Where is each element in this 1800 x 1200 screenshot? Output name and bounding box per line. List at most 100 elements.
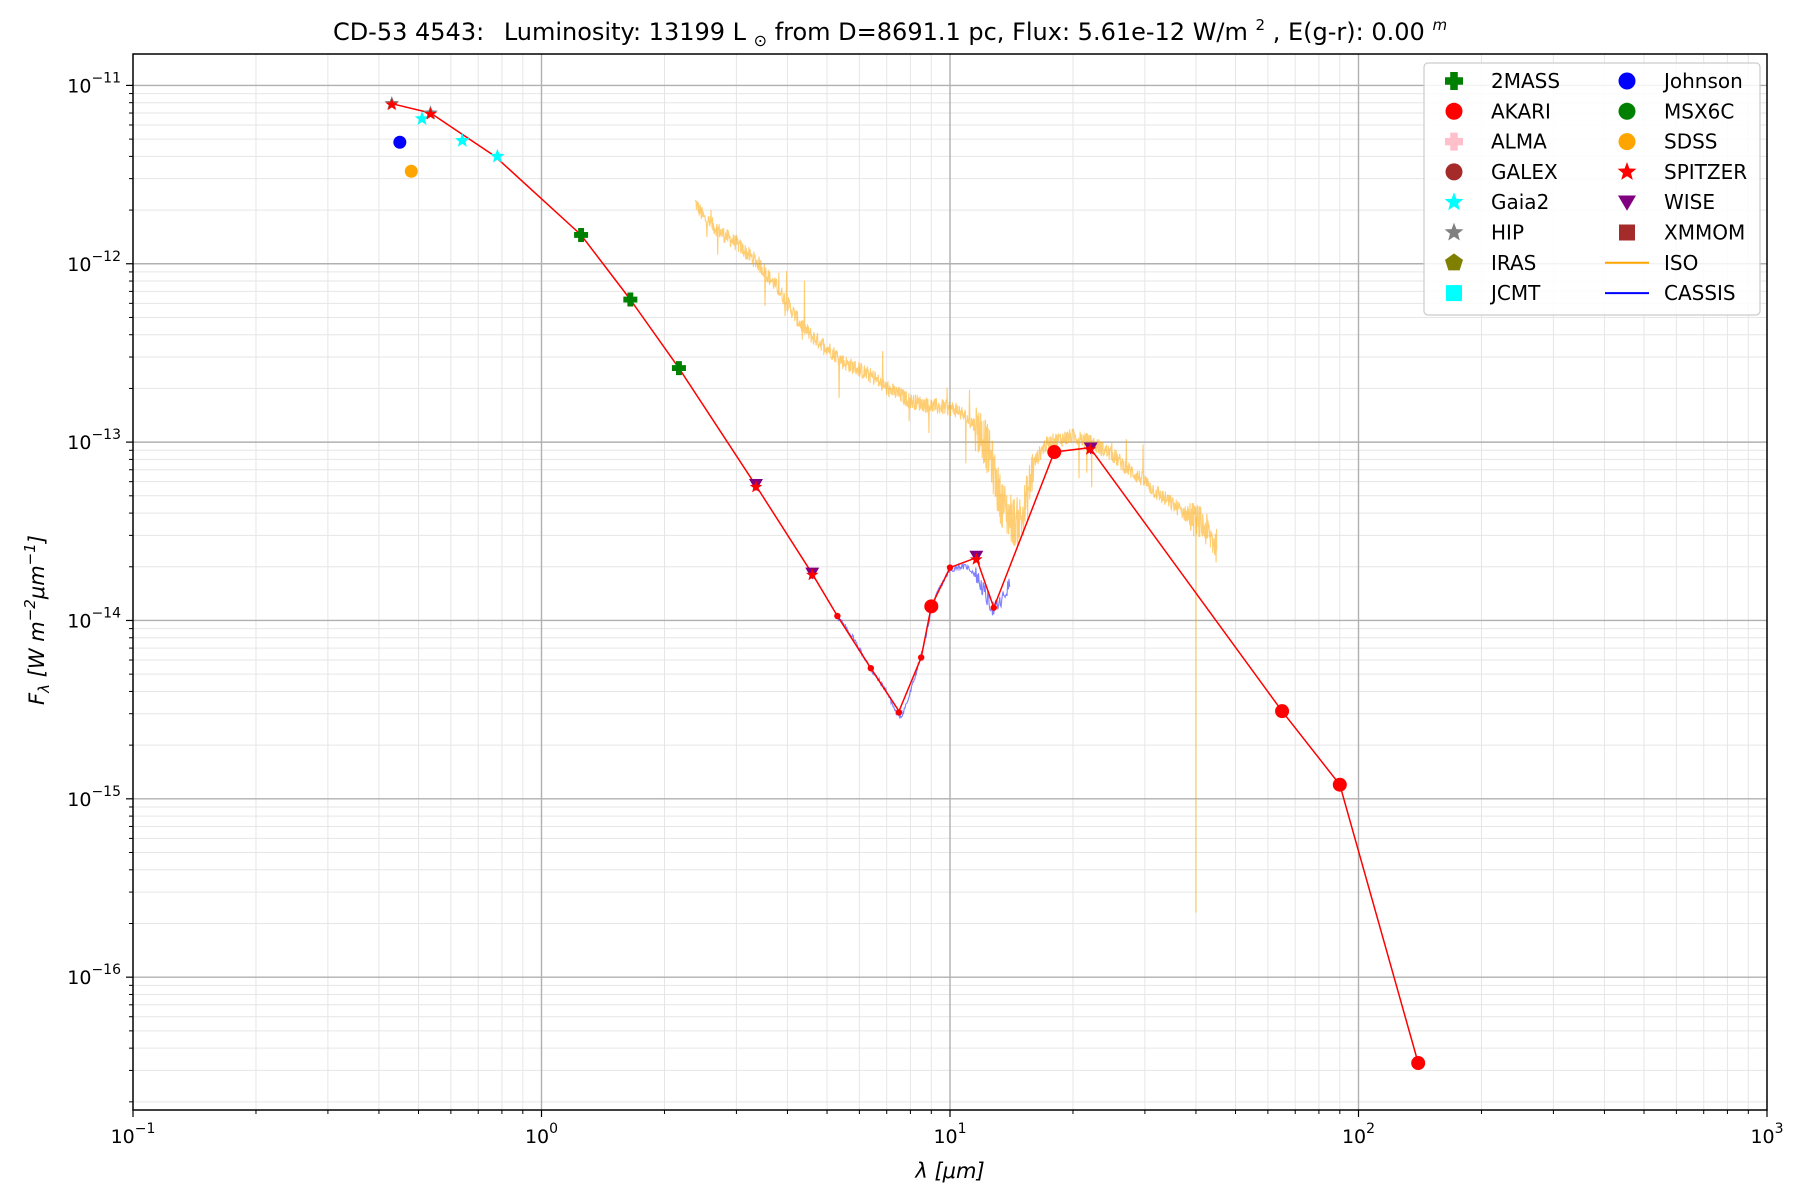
marker-gaia2: [455, 133, 470, 147]
y-tick-exponent: −11: [91, 70, 121, 86]
marker-spitzer: [946, 564, 954, 571]
y-tick-label: 10−14: [67, 605, 121, 632]
legend-label: CASSIS: [1664, 281, 1736, 305]
legend-entry: ISO: [1605, 251, 1698, 275]
legend-label: SPITZER: [1664, 160, 1747, 184]
marker-spitzer: [970, 552, 983, 565]
legend-label: IRAS: [1491, 251, 1536, 275]
marker-johnson: [393, 135, 407, 149]
x-tick-label: 101: [933, 1121, 966, 1148]
marker-akari: [1047, 445, 1062, 460]
y-tick-base: 10: [67, 967, 91, 989]
marker-2mass: [574, 227, 589, 242]
legend-entry: Gaia2: [1444, 190, 1549, 214]
marker-spitzer: [867, 664, 875, 672]
legend-label: ISO: [1664, 251, 1698, 275]
marker-akari: [1275, 704, 1290, 719]
legend-label: SDSS: [1664, 130, 1718, 154]
legend-label: Gaia2: [1491, 190, 1549, 214]
y-tick-exponent: −15: [91, 784, 121, 800]
y-tick-base: 10: [67, 75, 91, 97]
legend-label: ALMA: [1491, 130, 1547, 154]
y-axis-symbol: F: [25, 692, 49, 705]
x-tick-base: 10: [933, 1126, 957, 1148]
legend-label: XMMOM: [1664, 221, 1745, 245]
legend-entry: JCMT: [1446, 281, 1541, 305]
title-flux-exponent: 2: [1256, 16, 1266, 34]
legend-marker-iras: [1445, 253, 1463, 271]
iso-spectrum-layer: [694, 199, 1218, 913]
axis-ticks: [126, 84, 1768, 1117]
legend-entry: SDSS: [1618, 130, 1718, 154]
chart-title: CD-53 4543: Luminosity: 13199 L ⊙ from D…: [333, 8, 1447, 52]
y-axis-unit-open: [W m: [25, 621, 49, 684]
legend-entry: WISE: [1618, 190, 1715, 214]
legend-marker-alma: [1445, 132, 1463, 151]
y-tick-base: 10: [67, 254, 91, 276]
legend-entry: HIP: [1444, 221, 1524, 245]
y-tick-exponent: −14: [91, 605, 121, 621]
legend-box: [1423, 62, 1761, 316]
legend-entry: SPITZER: [1617, 160, 1747, 184]
x-tick-exponent: 0: [549, 1121, 558, 1137]
legend-marker-jcmt: [1446, 285, 1462, 302]
legend-label: MSX6C: [1664, 99, 1734, 123]
marker-spitzer: [834, 612, 841, 620]
legend-label: GALEX: [1491, 160, 1558, 184]
legend-entry: Johnson: [1618, 69, 1743, 93]
x-tick-exponent: 1: [958, 1121, 967, 1137]
photometry-layer: [384, 96, 1426, 1071]
x-tick-base: 10: [1342, 1126, 1366, 1148]
legend-label: HIP: [1491, 221, 1524, 245]
title-star: CD-53 4543:: [333, 18, 484, 46]
marker-gaia2: [490, 148, 505, 163]
y-tick-label: 10−15: [67, 784, 121, 811]
marker-spitzer: [806, 568, 819, 581]
y-tick-base: 10: [67, 610, 91, 632]
x-tick-base: 10: [1750, 1126, 1774, 1148]
legend-marker-sdss: [1618, 133, 1636, 151]
title-distance-flux: from D=8691.1 pc, Flux: 5.61e-12 W/m: [775, 18, 1248, 46]
legend-marker-xmmom: [1619, 224, 1635, 241]
legend-marker-spitzer: [1617, 162, 1637, 180]
y-axis-exp1: −2: [21, 599, 39, 621]
y-tick-exponent: −13: [91, 427, 121, 443]
marker-spitzer: [1083, 442, 1097, 455]
legend-marker-wise: [1618, 195, 1636, 211]
x-tick-labels: 10−1 100 101 102 103: [111, 1121, 1784, 1148]
marker-2mass: [671, 361, 686, 376]
marker-spitzer: [917, 654, 925, 661]
marker-akari: [924, 599, 939, 614]
legend-marker-galex: [1445, 163, 1463, 181]
legend-label: WISE: [1664, 190, 1715, 214]
legend-label: Johnson: [1662, 69, 1743, 93]
y-tick-label: 10−13: [67, 427, 121, 454]
marker-spitzer: [424, 107, 437, 120]
x-tick-exponent: −1: [135, 1121, 156, 1137]
x-tick-exponent: 2: [1366, 1121, 1375, 1137]
y-axis-unit-mid: μm: [25, 565, 49, 600]
legend-marker-msx6c: [1618, 102, 1636, 120]
x-tick-base: 10: [525, 1126, 549, 1148]
marker-2mass: [623, 292, 638, 307]
legend-entry: CASSIS: [1605, 281, 1736, 305]
legend-label: JCMT: [1489, 281, 1541, 305]
legend-marker-2mass: [1445, 72, 1463, 90]
y-tick-exponent: −16: [91, 962, 121, 978]
x-tick-label: 10−1: [111, 1121, 156, 1148]
legend-marker-akari: [1445, 102, 1463, 120]
x-tick-exponent: 3: [1775, 1121, 1784, 1137]
marker-gaia2: [414, 111, 430, 125]
x-tick-label: 103: [1750, 1121, 1783, 1148]
x-axis-label: λ [μm]: [914, 1159, 984, 1183]
legend: 2MASS AKARI ALMA GALEX Gaia2 HIP IRAS JCMT Johns…: [1423, 62, 1761, 316]
marker-sdss: [404, 164, 418, 178]
title-solar-symbol: ⊙: [754, 31, 767, 50]
legend-entry: AKARI: [1445, 99, 1551, 123]
marker-akari: [1332, 777, 1347, 792]
marker-spitzer: [895, 709, 903, 716]
legend-entry: XMMOM: [1619, 221, 1745, 245]
legend-label: AKARI: [1491, 99, 1551, 123]
y-tick-label: 10−16: [67, 962, 121, 989]
marker-spitzer: [385, 98, 398, 110]
